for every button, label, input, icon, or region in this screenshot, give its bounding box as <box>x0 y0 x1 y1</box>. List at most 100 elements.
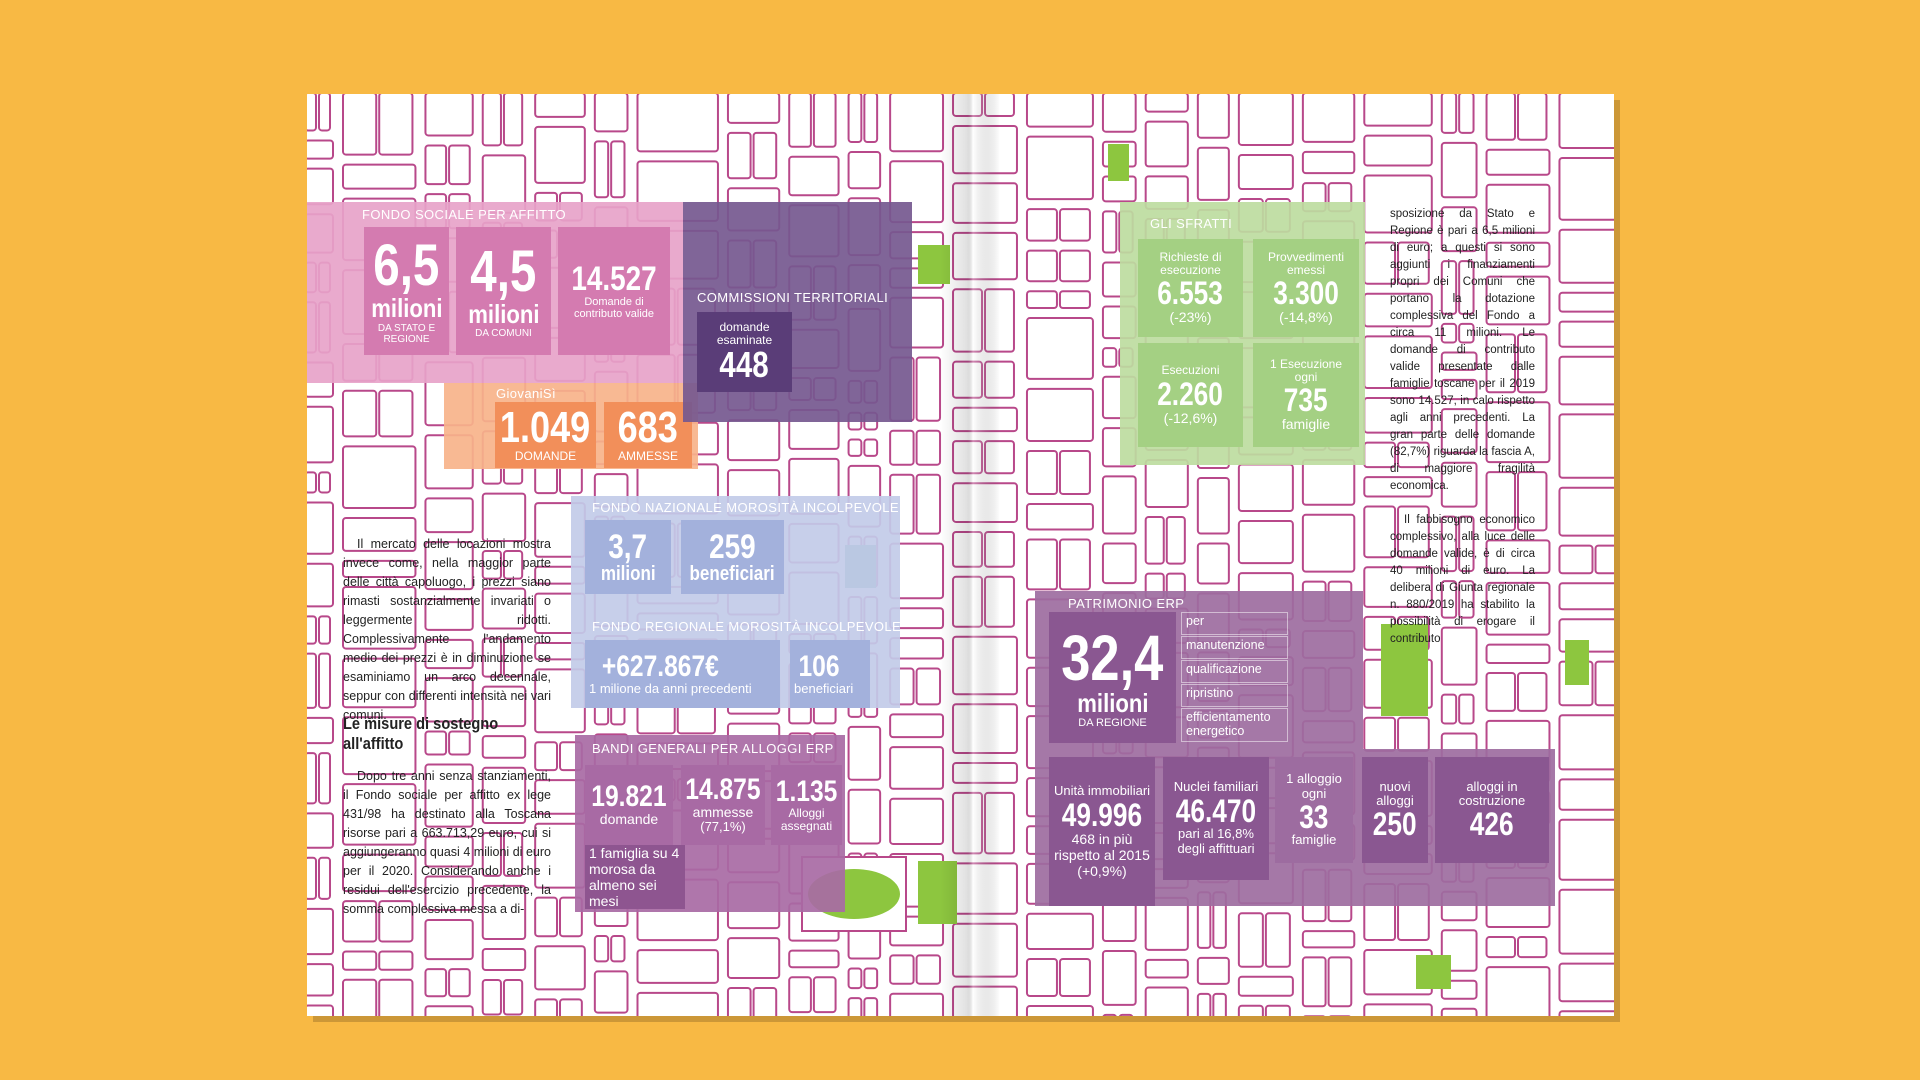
block <box>1558 818 1614 881</box>
block <box>1196 992 1212 1016</box>
block <box>1558 714 1614 771</box>
block <box>1458 515 1475 573</box>
use-item: qualificazione <box>1181 660 1288 683</box>
block <box>1327 956 1353 1008</box>
paragraph: Il fabbisogno economico complessivo, all… <box>1390 514 1535 645</box>
block <box>1144 958 1189 979</box>
block <box>424 835 474 868</box>
label: nuovi alloggi <box>1376 778 1414 808</box>
block <box>318 856 332 900</box>
block <box>726 937 781 979</box>
value: 448 <box>719 344 770 386</box>
unit: milioni <box>467 298 540 329</box>
note: (-12,6%) <box>1163 409 1218 426</box>
block <box>534 741 559 772</box>
block <box>481 735 527 759</box>
block <box>847 94 863 144</box>
value: 426 <box>1470 806 1514 843</box>
park <box>1565 640 1589 685</box>
label: Nuclei familiari <box>1173 779 1259 795</box>
stat-box: 1 alloggio ogni 33 famiglie <box>1275 757 1353 863</box>
block <box>502 637 524 678</box>
block <box>1118 1013 1134 1016</box>
block <box>1517 333 1548 394</box>
block <box>424 497 474 534</box>
value: 683 <box>617 403 679 453</box>
stat-box: 259 beneficiari <box>681 520 784 594</box>
block <box>1025 912 1094 950</box>
block <box>788 949 840 969</box>
block <box>1058 538 1091 591</box>
value: 49.996 <box>1061 796 1143 833</box>
block <box>752 131 778 180</box>
block <box>1363 566 1433 608</box>
block <box>1440 378 1478 401</box>
block <box>307 94 318 132</box>
park <box>1108 144 1129 181</box>
stat-box: Unità immobiliari 49.996 468 in più rispet… <box>1049 757 1155 906</box>
block <box>481 766 527 824</box>
block <box>318 615 332 645</box>
label: 1 milione da anni precedenti <box>589 680 752 696</box>
use-item: efficientamento energetico <box>1181 708 1288 742</box>
value: 735 <box>1284 382 1328 419</box>
block <box>595 1023 628 1080</box>
stat-box: +627.867€ 1 milione da anni precedenti <box>585 640 780 708</box>
block <box>1196 956 1230 985</box>
block <box>1458 260 1475 315</box>
block <box>378 389 414 438</box>
block <box>424 144 448 186</box>
block <box>342 853 417 893</box>
block <box>307 562 335 608</box>
paragraph: Dopo tre anni senza stanziamenti, il Fon… <box>343 769 551 916</box>
note: 468 in più rispetto al 2015 (+0,9%) <box>1054 830 1150 879</box>
block <box>1458 580 1475 619</box>
block <box>1485 401 1551 464</box>
stat-box: 1.049 DOMANDE <box>495 402 596 468</box>
stat-box: 14.527 Domande di contributo valide <box>558 227 670 355</box>
block <box>1397 505 1430 559</box>
stat-box: 3,7 milioni <box>585 520 671 594</box>
block <box>1025 538 1058 591</box>
use-item: ripristino <box>1181 684 1288 707</box>
block <box>1058 290 1091 310</box>
stat-box: Esecuzioni 2.260 (-12,6%) <box>1138 343 1243 447</box>
block <box>593 970 629 1014</box>
block <box>863 997 879 1016</box>
block <box>342 978 378 1016</box>
block <box>863 94 879 144</box>
note: 1 famiglia su 4 morosa da almeno sei mes… <box>585 845 685 909</box>
block <box>1025 290 1058 310</box>
block <box>1025 317 1094 380</box>
value: 32,4 <box>1061 621 1164 694</box>
block <box>1558 413 1614 479</box>
block <box>481 587 527 630</box>
block <box>1144 986 1189 1016</box>
block <box>788 94 812 148</box>
label: DA STATO E REGIONE <box>377 322 436 345</box>
value: 6,5 <box>373 233 440 299</box>
block <box>1485 643 1551 665</box>
block <box>1485 539 1551 574</box>
panel-title: FONDO SOCIALE PER AFFITTO <box>362 207 567 222</box>
block <box>559 896 583 938</box>
block <box>1058 249 1091 283</box>
block <box>342 517 417 552</box>
block <box>534 945 586 991</box>
panel-title: BANDI GENERALI PER ALLOGGI ERP <box>592 741 834 756</box>
block <box>1517 672 1548 712</box>
value: 3,7 <box>608 527 648 566</box>
block <box>636 949 719 984</box>
block <box>1485 94 1516 141</box>
block <box>1101 94 1137 133</box>
block <box>812 94 837 148</box>
block <box>378 978 414 1016</box>
block <box>424 638 474 670</box>
block <box>1440 351 1478 371</box>
block <box>502 549 524 580</box>
block <box>1558 320 1614 348</box>
note: (77,1%) <box>700 819 746 835</box>
stat-box: 19.821 domande <box>585 765 673 845</box>
block <box>1485 966 1551 1016</box>
block <box>1363 505 1397 559</box>
